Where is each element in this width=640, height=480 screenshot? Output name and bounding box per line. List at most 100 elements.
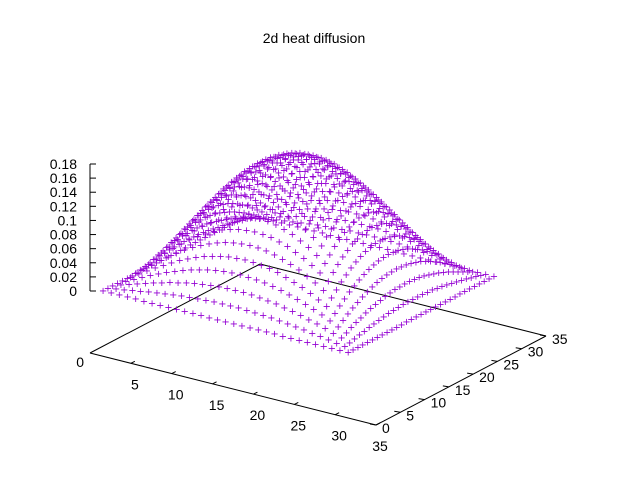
data-point: + xyxy=(278,254,286,265)
data-point: + xyxy=(400,232,408,243)
data-point: + xyxy=(288,168,296,179)
data-point: + xyxy=(473,267,481,278)
data-point: + xyxy=(261,170,269,181)
data-point: + xyxy=(197,311,205,322)
data-point: + xyxy=(295,335,303,346)
data-point: + xyxy=(350,281,358,292)
y-tick-label: 35 xyxy=(552,331,568,347)
data-point: + xyxy=(407,258,415,269)
data-point: + xyxy=(245,181,253,192)
data-point: + xyxy=(344,309,352,320)
data-point: + xyxy=(229,177,237,188)
data-point: + xyxy=(336,206,344,217)
data-point: + xyxy=(349,345,357,356)
data-point: + xyxy=(444,257,452,268)
data-point: + xyxy=(234,224,242,235)
data-point: + xyxy=(146,258,154,269)
data-point: + xyxy=(380,212,388,223)
data-point: + xyxy=(199,228,207,239)
data-point: + xyxy=(348,172,356,183)
data-point: + xyxy=(333,173,341,184)
data-point: + xyxy=(107,288,115,299)
data-point: + xyxy=(198,279,206,290)
data-point: + xyxy=(387,208,395,219)
data-point: + xyxy=(318,310,326,321)
data-point: + xyxy=(118,276,126,287)
data-point: + xyxy=(228,218,236,229)
data-point: + xyxy=(340,228,348,239)
data-point: + xyxy=(167,238,175,249)
data-point: + xyxy=(255,187,263,198)
data-point: + xyxy=(368,335,376,346)
data-point: + xyxy=(285,290,293,301)
data-point: + xyxy=(333,162,341,173)
data-point: + xyxy=(405,227,413,238)
data-point: + xyxy=(310,187,318,198)
data-point: + xyxy=(349,179,357,190)
data-point: + xyxy=(342,270,350,281)
data-point: + xyxy=(196,208,204,219)
data-point: + xyxy=(428,248,436,259)
data-point: + xyxy=(198,205,206,216)
data-point: + xyxy=(219,221,227,232)
data-point: + xyxy=(287,205,295,216)
data-point: + xyxy=(423,246,431,257)
data-point: + xyxy=(301,299,309,310)
data-point: + xyxy=(242,225,250,236)
data-point: + xyxy=(319,164,327,175)
y-tick xyxy=(369,423,377,426)
data-point: + xyxy=(383,327,391,338)
data-point: + xyxy=(313,220,321,231)
data-point: + xyxy=(351,174,359,185)
data-point: + xyxy=(324,162,332,173)
data-point: + xyxy=(464,267,472,278)
data-point: + xyxy=(179,266,187,277)
data-point: + xyxy=(188,243,196,254)
data-point: + xyxy=(400,249,408,260)
data-point: + xyxy=(336,346,344,357)
data-point: + xyxy=(297,218,305,229)
data-point: + xyxy=(325,157,333,168)
data-point: + xyxy=(278,160,286,171)
data-point: + xyxy=(223,213,231,224)
data-point: + xyxy=(224,219,232,230)
data-point: + xyxy=(366,196,374,207)
data-point: + xyxy=(141,278,149,289)
data-point: + xyxy=(381,202,389,213)
data-point: + xyxy=(355,275,363,286)
data-point: + xyxy=(235,207,243,218)
y-tick xyxy=(515,347,522,350)
data-point: + xyxy=(292,149,300,160)
data-point: + xyxy=(265,191,273,202)
data-point: + xyxy=(330,159,338,170)
data-point: + xyxy=(304,178,312,189)
data-point: + xyxy=(120,285,128,296)
data-point: + xyxy=(323,301,331,312)
data-point: + xyxy=(368,223,376,234)
data-point: + xyxy=(123,273,131,284)
data-point: + xyxy=(213,238,221,249)
data-point: + xyxy=(375,315,383,326)
data-point: + xyxy=(344,207,352,218)
data-point: + xyxy=(402,224,410,235)
data-point: + xyxy=(321,192,329,203)
data-point: + xyxy=(414,292,422,303)
data-point: + xyxy=(433,250,441,261)
z-tick-label: 0.1 xyxy=(58,212,78,228)
data-point: + xyxy=(138,266,146,277)
data-point: + xyxy=(319,285,327,296)
data-point: + xyxy=(242,175,250,186)
data-point: + xyxy=(417,257,425,268)
data-point: + xyxy=(266,173,274,184)
data-point: + xyxy=(394,303,402,314)
data-point: + xyxy=(221,238,229,249)
data-point: + xyxy=(342,206,350,217)
data-point: + xyxy=(231,212,239,223)
data-point: + xyxy=(247,168,255,179)
data-point: + xyxy=(256,168,264,179)
data-point: + xyxy=(387,219,395,230)
data-point: + xyxy=(245,210,253,221)
data-point: + xyxy=(241,213,249,224)
data-point: + xyxy=(214,189,222,200)
data-point: + xyxy=(285,160,293,171)
